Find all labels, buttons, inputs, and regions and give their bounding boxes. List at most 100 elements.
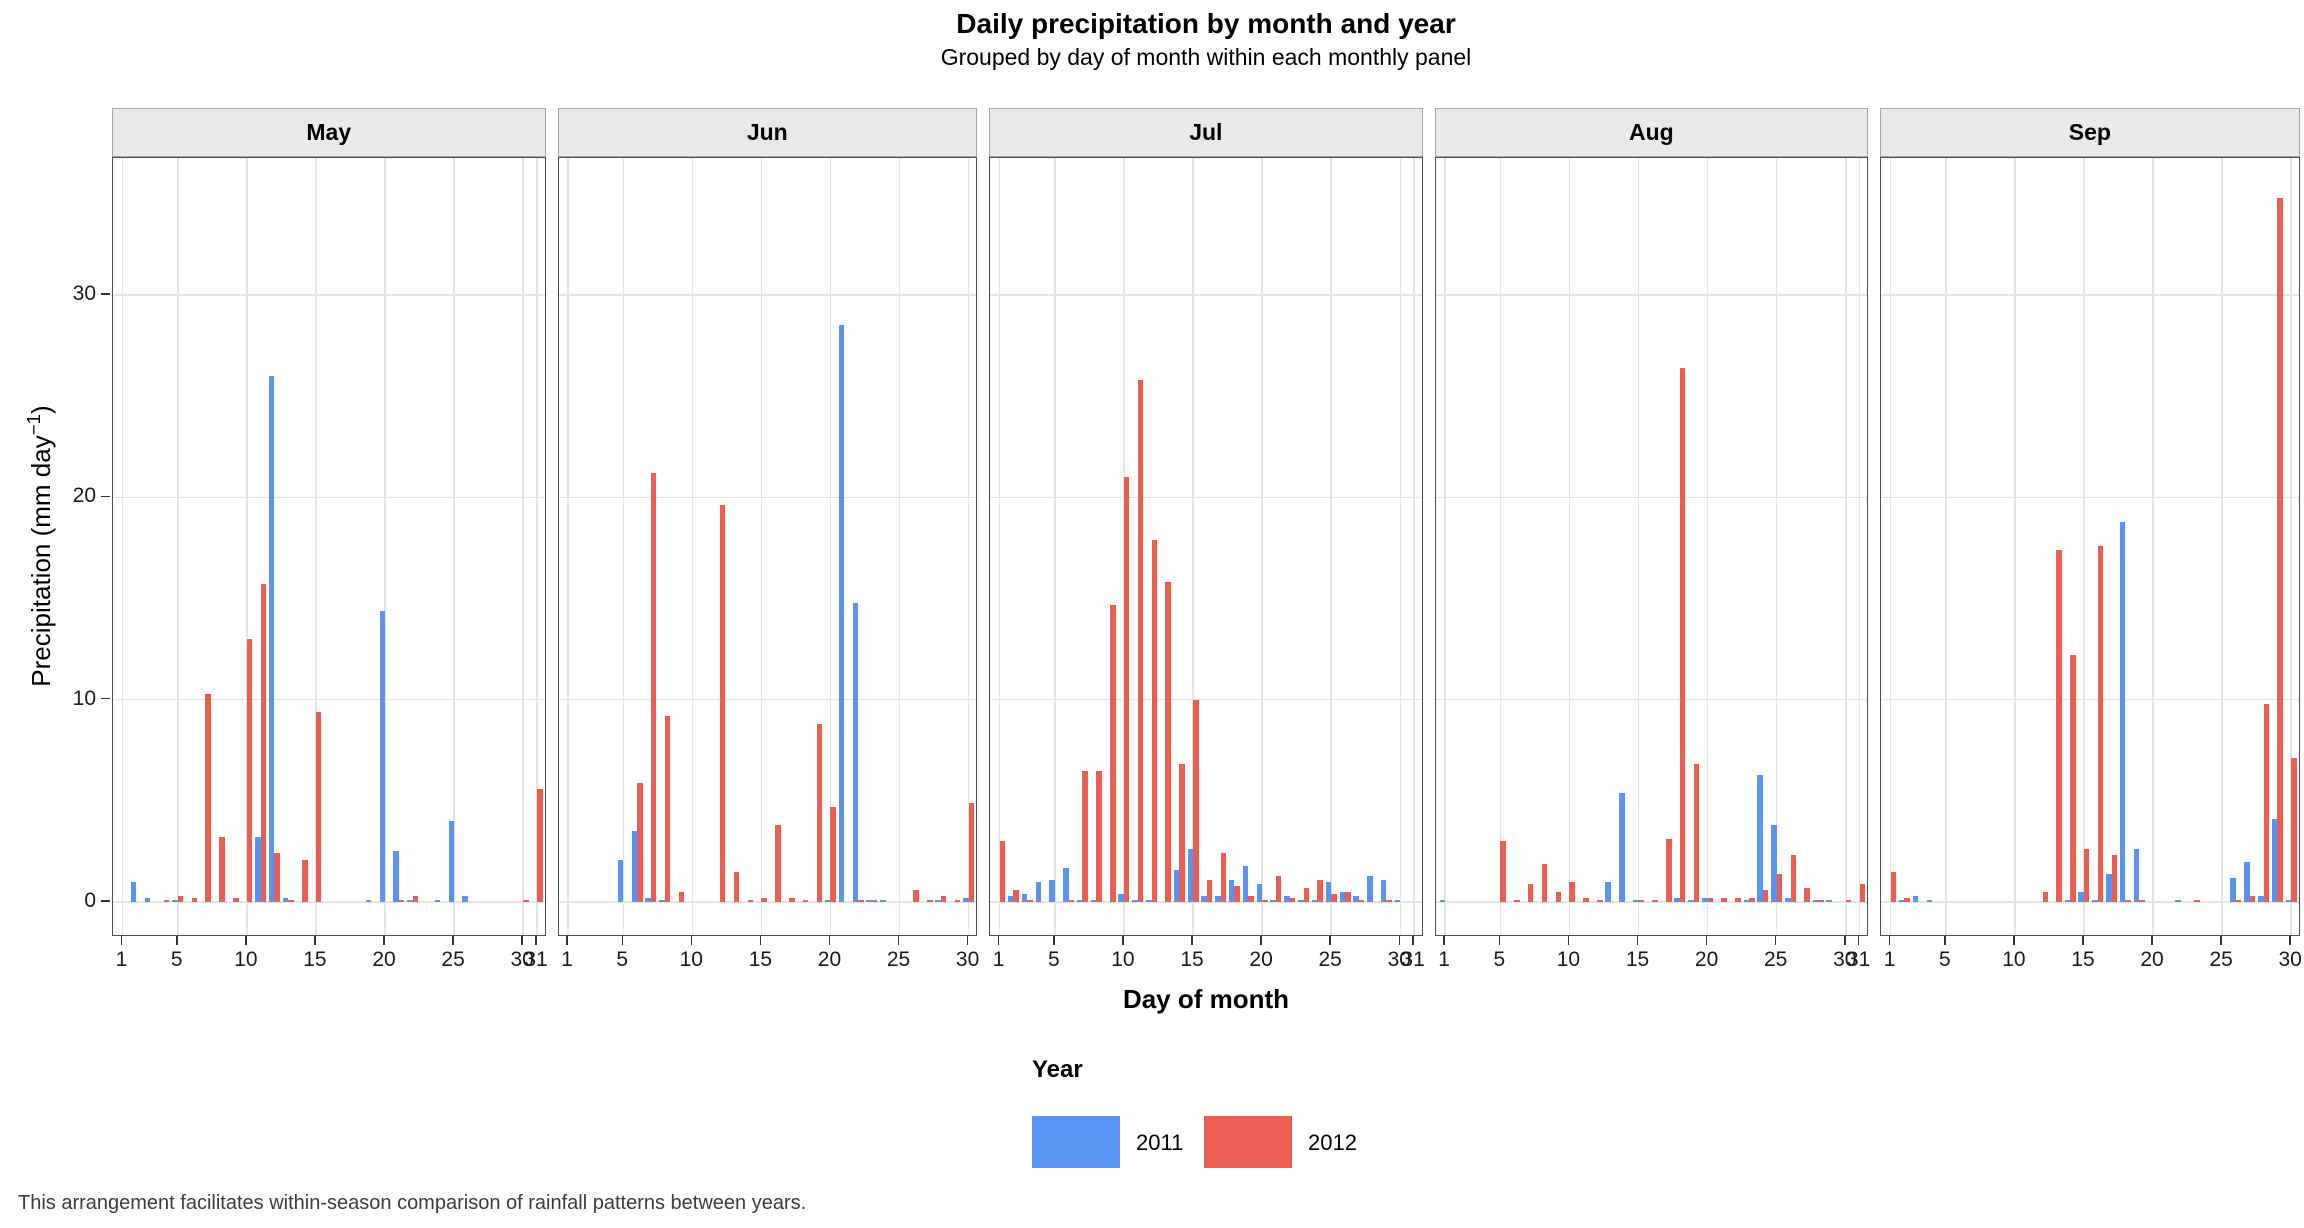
bar-2012-jun-day-22 (858, 899, 864, 902)
bar-2011-may-day-19 (365, 899, 372, 902)
bar-2011-aug-day-15 (1633, 899, 1639, 902)
major-gridline-horizontal (990, 496, 1422, 499)
major-gridline-vertical (1945, 158, 1947, 935)
x-axis-tick (2289, 936, 2291, 945)
x-axis-tick (521, 936, 523, 945)
major-gridline-horizontal (1435, 496, 1868, 499)
major-gridline-horizontal (113, 901, 545, 903)
x-axis-tick-label: 25 (1764, 948, 1788, 971)
facet-strip-label: Jul (1189, 119, 1223, 145)
bar-2011-jun-day-24 (880, 899, 886, 902)
bar-2011-jul-day-5 (1049, 879, 1055, 902)
x-axis-tick (897, 936, 900, 945)
bar-2011-sep-day-2 (1898, 899, 1905, 902)
x-axis-tick (176, 936, 178, 945)
bar-2011-jul-day-15 (1187, 849, 1194, 902)
x-axis-tick-label: 20 (1694, 948, 1719, 971)
facet-panel-sep (1880, 157, 2300, 936)
x-axis-tick (1398, 936, 1401, 945)
bar-2011-may-day-25 (448, 821, 455, 902)
bar-2011-sep-day-26 (2230, 877, 2236, 902)
bar-2011-sep-day-4 (1926, 899, 1933, 902)
bar-2012-jun-day-7 (650, 473, 657, 902)
bar-2011-jun-day-21 (838, 325, 845, 902)
bar-2011-sep-day-15 (2078, 891, 2084, 902)
legend-title: Year (1032, 1056, 1083, 1083)
bar-2011-aug-day-14 (1619, 792, 1625, 902)
bar-2011-jul-day-10 (1118, 893, 1124, 902)
bar-2012-jul-day-20 (1262, 899, 1268, 902)
major-gridline-vertical (1499, 158, 1502, 935)
bar-2012-may-day-5 (177, 895, 184, 902)
major-gridline-vertical (1444, 158, 1446, 935)
bar-2011-sep-day-19 (2133, 849, 2140, 902)
facet-strip-may: May (112, 108, 546, 157)
bar-2011-jul-day-25 (1325, 881, 1332, 902)
bar-2012-sep-day-1 (1890, 871, 1897, 902)
facet-strip-label: Aug (1628, 119, 1674, 145)
bar-2012-jul-day-25 (1331, 893, 1337, 902)
bar-2012-aug-day-27 (1804, 887, 1810, 902)
bar-2012-jun-day-8 (664, 715, 671, 902)
bar-2011-may-day-24 (434, 899, 441, 902)
bar-2011-may-day-2 (130, 881, 137, 902)
bar-2011-aug-day-25 (1771, 825, 1777, 902)
x-axis-tick-label: 20 (817, 948, 842, 971)
x-axis-tick-label: 31 (1846, 948, 1871, 971)
x-axis-tick (535, 936, 537, 945)
bar-2012-aug-day-6 (1514, 899, 1520, 902)
bar-2012-jun-day-19 (816, 723, 823, 902)
major-gridline-vertical (1858, 158, 1861, 935)
major-gridline-vertical (1054, 158, 1056, 935)
x-axis-tick-label: 15 (1180, 948, 1204, 971)
major-gridline-vertical (1568, 158, 1571, 935)
bar-2012-may-day-14 (302, 859, 308, 902)
bar-2012-aug-day-5 (1500, 841, 1506, 902)
bar-2011-aug-day-1 (1439, 899, 1446, 902)
legend-swatch-2012 (1204, 1116, 1292, 1168)
major-gridline-vertical (2152, 158, 2154, 935)
facet-panel-aug (1434, 157, 1869, 936)
facet-panel-may (112, 157, 546, 936)
bar-2012-may-day-7 (205, 693, 211, 902)
x-axis-tick (690, 936, 693, 945)
bar-2012-jul-day-29 (1386, 899, 1392, 902)
bar-2011-jul-day-17 (1215, 895, 1221, 902)
x-axis-tick-label: 10 (1111, 948, 1135, 971)
major-gridline-vertical (2221, 158, 2223, 935)
major-gridline-vertical (967, 158, 970, 935)
major-gridline-vertical (246, 158, 248, 935)
major-gridline-vertical (522, 158, 524, 935)
bar-2011-jun-day-28 (935, 899, 941, 902)
chart-subtitle: Grouped by day of month within each mont… (940, 44, 1472, 70)
x-axis-tick-label: 25 (441, 948, 465, 971)
bar-2012-jul-day-24 (1317, 879, 1323, 902)
y-axis-tick-label: 30 (72, 282, 96, 306)
bar-2011-may-day-12 (268, 376, 275, 902)
bar-2012-jul-day-21 (1275, 875, 1282, 902)
bar-2011-sep-day-22 (2175, 899, 2181, 902)
bar-2011-jul-day-28 (1367, 875, 1373, 902)
bar-2012-sep-day-18 (2125, 899, 2131, 902)
x-axis-tick-label: 10 (679, 948, 703, 971)
bar-2011-aug-day-18 (1674, 897, 1680, 902)
x-axis-tick-label: 30 (955, 948, 980, 971)
x-axis-tick (1844, 936, 1846, 945)
x-axis-tick-label: 31 (1401, 948, 1425, 971)
x-axis-tick (2082, 936, 2084, 945)
bar-2012-jul-day-8 (1096, 770, 1102, 902)
bar-2011-sep-day-30 (2285, 899, 2292, 902)
bar-2012-sep-day-12 (2042, 891, 2049, 902)
bar-2012-jul-day-27 (1358, 899, 1365, 902)
bar-2012-jul-day-23 (1303, 887, 1310, 902)
x-axis-tick (1122, 936, 1124, 945)
x-axis-tick-label: 1 (115, 948, 128, 971)
bar-2012-jul-day-26 (1345, 891, 1351, 902)
bar-2011-jul-day-18 (1228, 879, 1235, 902)
bar-2011-jul-day-21 (1270, 899, 1276, 902)
x-axis-tick-label: 5 (1939, 948, 1951, 971)
bar-2012-aug-day-28 (1818, 899, 1824, 902)
major-gridline-horizontal (558, 901, 977, 903)
bar-2012-jul-day-1 (999, 841, 1006, 902)
bar-2011-jul-day-6 (1063, 867, 1069, 902)
